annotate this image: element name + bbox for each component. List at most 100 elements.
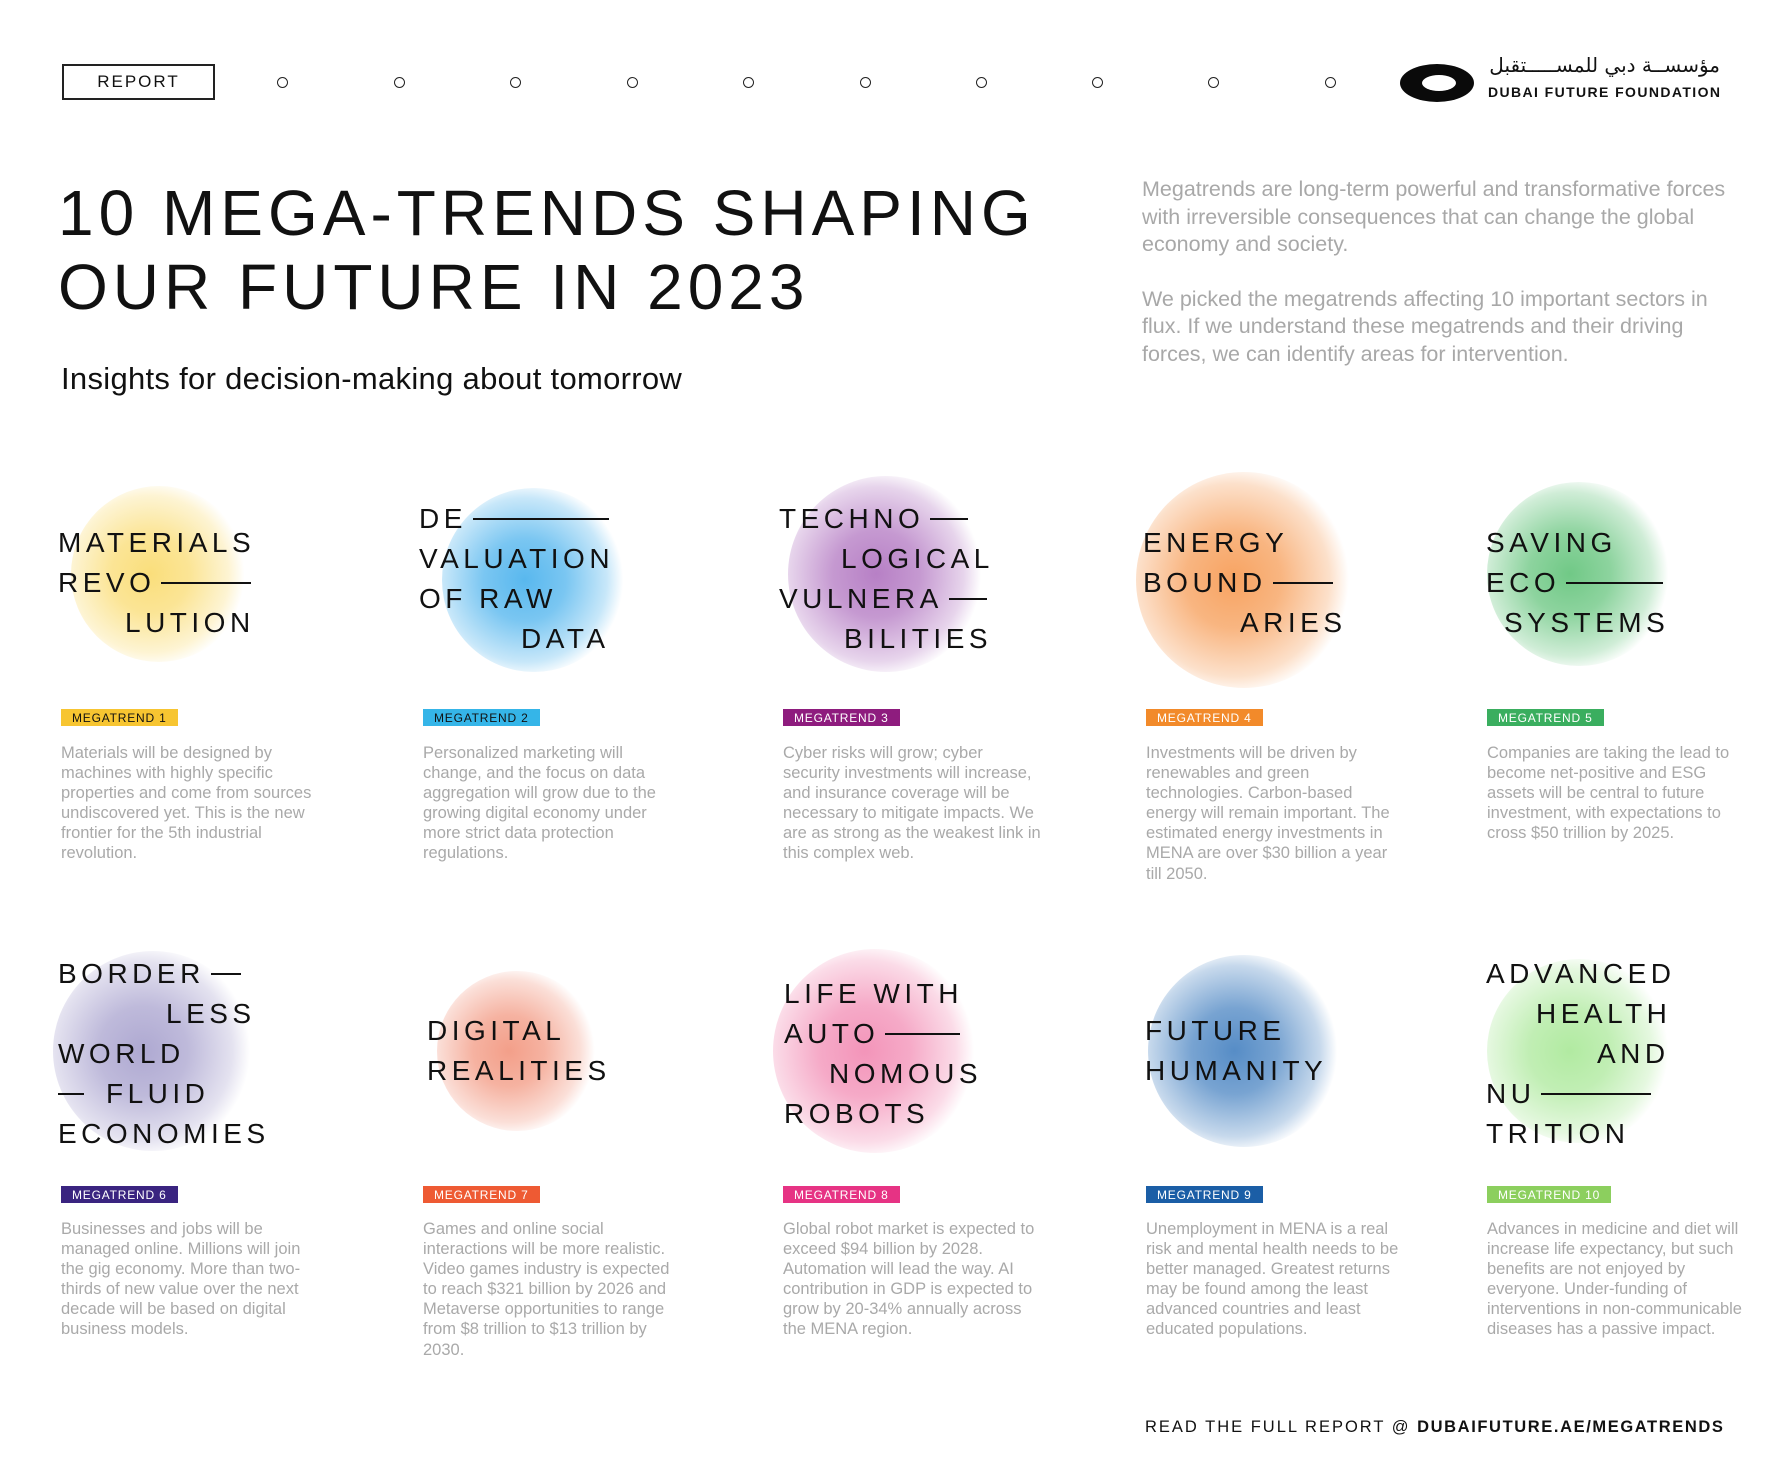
megatrend-title-text: AUTO <box>784 1018 880 1049</box>
megatrend-title-text: ARIES <box>1240 607 1347 638</box>
megatrend-tag: MEGATREND 7 <box>423 1186 540 1203</box>
subtitle: Insights for decision-making about tomor… <box>61 361 683 396</box>
megatrend-title-text: OF RAW <box>419 583 557 614</box>
megatrend-title-line: HUMANITY <box>1145 1051 1327 1091</box>
dash-line <box>1272 582 1333 584</box>
megatrend-title-text: TECHNO <box>779 503 925 534</box>
megatrend-title-line: WORLD <box>58 1034 185 1074</box>
megatrend-title-line: REALITIES <box>427 1051 611 1091</box>
megatrend-illustration <box>1487 959 1671 1143</box>
megatrend-title-line: MATERIALS <box>58 523 255 563</box>
megatrend-tag: MEGATREND 3 <box>783 709 900 726</box>
megatrend-title-text: DATA <box>521 623 610 654</box>
megatrend-tag: MEGATREND 5 <box>1487 709 1604 726</box>
megatrend-title-text: WORLD <box>58 1038 185 1069</box>
megatrend-title-text: FUTURE <box>1145 1015 1286 1046</box>
intro-paragraph: We picked the megatrends affecting 10 im… <box>1142 286 1708 366</box>
megatrend-illustration <box>71 486 247 662</box>
megatrend-title-line: ARIES <box>1240 603 1347 643</box>
megatrend-illustration <box>1148 955 1340 1147</box>
megatrend-title-text: HUMANITY <box>1145 1055 1328 1086</box>
nav-dot[interactable] <box>394 77 405 88</box>
megatrend-title-line: LESS <box>166 994 256 1034</box>
footer-prefix: READ THE FULL REPORT @ <box>1145 1418 1418 1436</box>
nav-dot[interactable] <box>1325 77 1336 88</box>
megatrend-title-text: VALUATION <box>419 543 615 574</box>
logo-arabic: مؤسســة دبي للمســـــتقبل <box>1489 53 1720 77</box>
megatrend-tag: MEGATREND 6 <box>61 1186 178 1203</box>
nav-dot[interactable] <box>627 77 638 88</box>
title-line: 10 MEGA-TRENDS SHAPING <box>58 177 1036 249</box>
megatrend-title-line: LIFE WITH <box>784 974 963 1014</box>
megatrend-title-line: ENERGY <box>1143 523 1288 563</box>
report-link[interactable]: DUBAIFUTURE.AE/MEGATRENDS <box>1417 1418 1725 1436</box>
footer-cta: READ THE FULL REPORT @ DUBAIFUTURE.AE/ME… <box>1145 1418 1724 1437</box>
megatrend-title-line: OF RAW <box>419 579 557 619</box>
title-line: OUR FUTURE IN 2023 <box>58 251 810 323</box>
megatrend-title-line: ECONOMIES <box>58 1114 270 1154</box>
megatrend-title-line: FUTURE <box>1145 1011 1286 1051</box>
megatrend-title-text: TRITION <box>1486 1118 1630 1149</box>
megatrend-title-line: LUTION <box>125 603 255 643</box>
eye-logo-icon <box>1400 64 1474 102</box>
nav-dot[interactable] <box>1208 77 1219 88</box>
megatrend-description: Materials will be designed by machines w… <box>61 744 312 863</box>
megatrend-tag: MEGATREND 2 <box>423 709 540 726</box>
megatrend-title-text: FLUID <box>106 1078 210 1109</box>
megatrend-title-line: DIGITAL <box>427 1011 565 1051</box>
megatrend-title-text: ROBOTS <box>784 1098 930 1129</box>
megatrend-title-text: BOUND <box>1143 567 1267 598</box>
dash-line <box>58 1093 84 1095</box>
megatrend-title-text: MATERIALS <box>58 527 256 558</box>
dash-line <box>930 518 969 520</box>
megatrend-description: Companies are taking the lead to become … <box>1487 744 1730 843</box>
megatrend-title-line: DATA <box>521 619 610 659</box>
megatrend-title-line: FLUID <box>58 1074 209 1114</box>
megatrend-tag: MEGATREND 8 <box>783 1186 900 1203</box>
megatrend-description: Games and online social interactions wil… <box>423 1220 670 1359</box>
nav-dot[interactable] <box>860 77 871 88</box>
megatrend-title-line: REVO <box>58 563 257 603</box>
intro: Megatrends are long-term powerful and tr… <box>1142 176 1732 395</box>
megatrend-title-line: TECHNO <box>779 499 974 539</box>
nav-dot[interactable] <box>1092 77 1103 88</box>
megatrend-title-line: BOUND <box>1143 563 1339 603</box>
nav-dot[interactable] <box>976 77 987 88</box>
megatrend-title-line: NU <box>1486 1074 1657 1114</box>
megatrend-description: Unemployment in MENA is a real risk and … <box>1146 1220 1399 1339</box>
megatrend-illustration <box>1136 472 1352 688</box>
report-label: REPORT <box>62 64 215 100</box>
megatrend-title-line: BILITIES <box>844 619 992 659</box>
megatrend-title-text: DE <box>419 503 467 534</box>
megatrend-title-text: SYSTEMS <box>1504 607 1670 638</box>
megatrend-illustration <box>1487 482 1671 666</box>
megatrend-description: Cyber risks will grow; cyber security in… <box>783 744 1041 863</box>
megatrend-tag: MEGATREND 1 <box>61 709 178 726</box>
nav-dot[interactable] <box>510 77 521 88</box>
megatrend-title-text: BORDER <box>58 958 205 989</box>
nav-dot[interactable] <box>277 77 288 88</box>
dash-line <box>210 973 241 975</box>
dash-line <box>948 598 987 600</box>
dash-line <box>472 518 609 520</box>
megatrend-title-text: NOMOUS <box>829 1058 982 1089</box>
megatrend-title-text: REALITIES <box>427 1055 611 1086</box>
logo-english: DUBAI FUTURE FOUNDATION <box>1488 84 1722 100</box>
megatrend-title-text: LOGICAL <box>841 543 994 574</box>
dash-line <box>1541 1093 1652 1095</box>
megatrend-title-line: ECO <box>1486 563 1669 603</box>
megatrend-title-line: LOGICAL <box>841 539 994 579</box>
megatrend-title-line: HEALTH <box>1536 994 1671 1034</box>
megatrend-title-line: TRITION <box>1486 1114 1630 1154</box>
megatrend-title-text: ENERGY <box>1143 527 1289 558</box>
megatrend-title-line: VALUATION <box>419 539 614 579</box>
megatrend-title-line: SAVING <box>1486 523 1617 563</box>
megatrend-description: Personalized marketing will change, and … <box>423 744 656 863</box>
megatrend-title-line: ROBOTS <box>784 1094 929 1134</box>
nav-dot[interactable] <box>743 77 754 88</box>
dash-line <box>161 582 252 584</box>
megatrend-title-line: AND <box>1597 1034 1670 1074</box>
megatrend-description: Businesses and jobs will be managed onli… <box>61 1220 301 1339</box>
megatrend-description: Advances in medicine and diet will incre… <box>1487 1220 1742 1339</box>
megatrend-title-line: SYSTEMS <box>1504 603 1669 643</box>
